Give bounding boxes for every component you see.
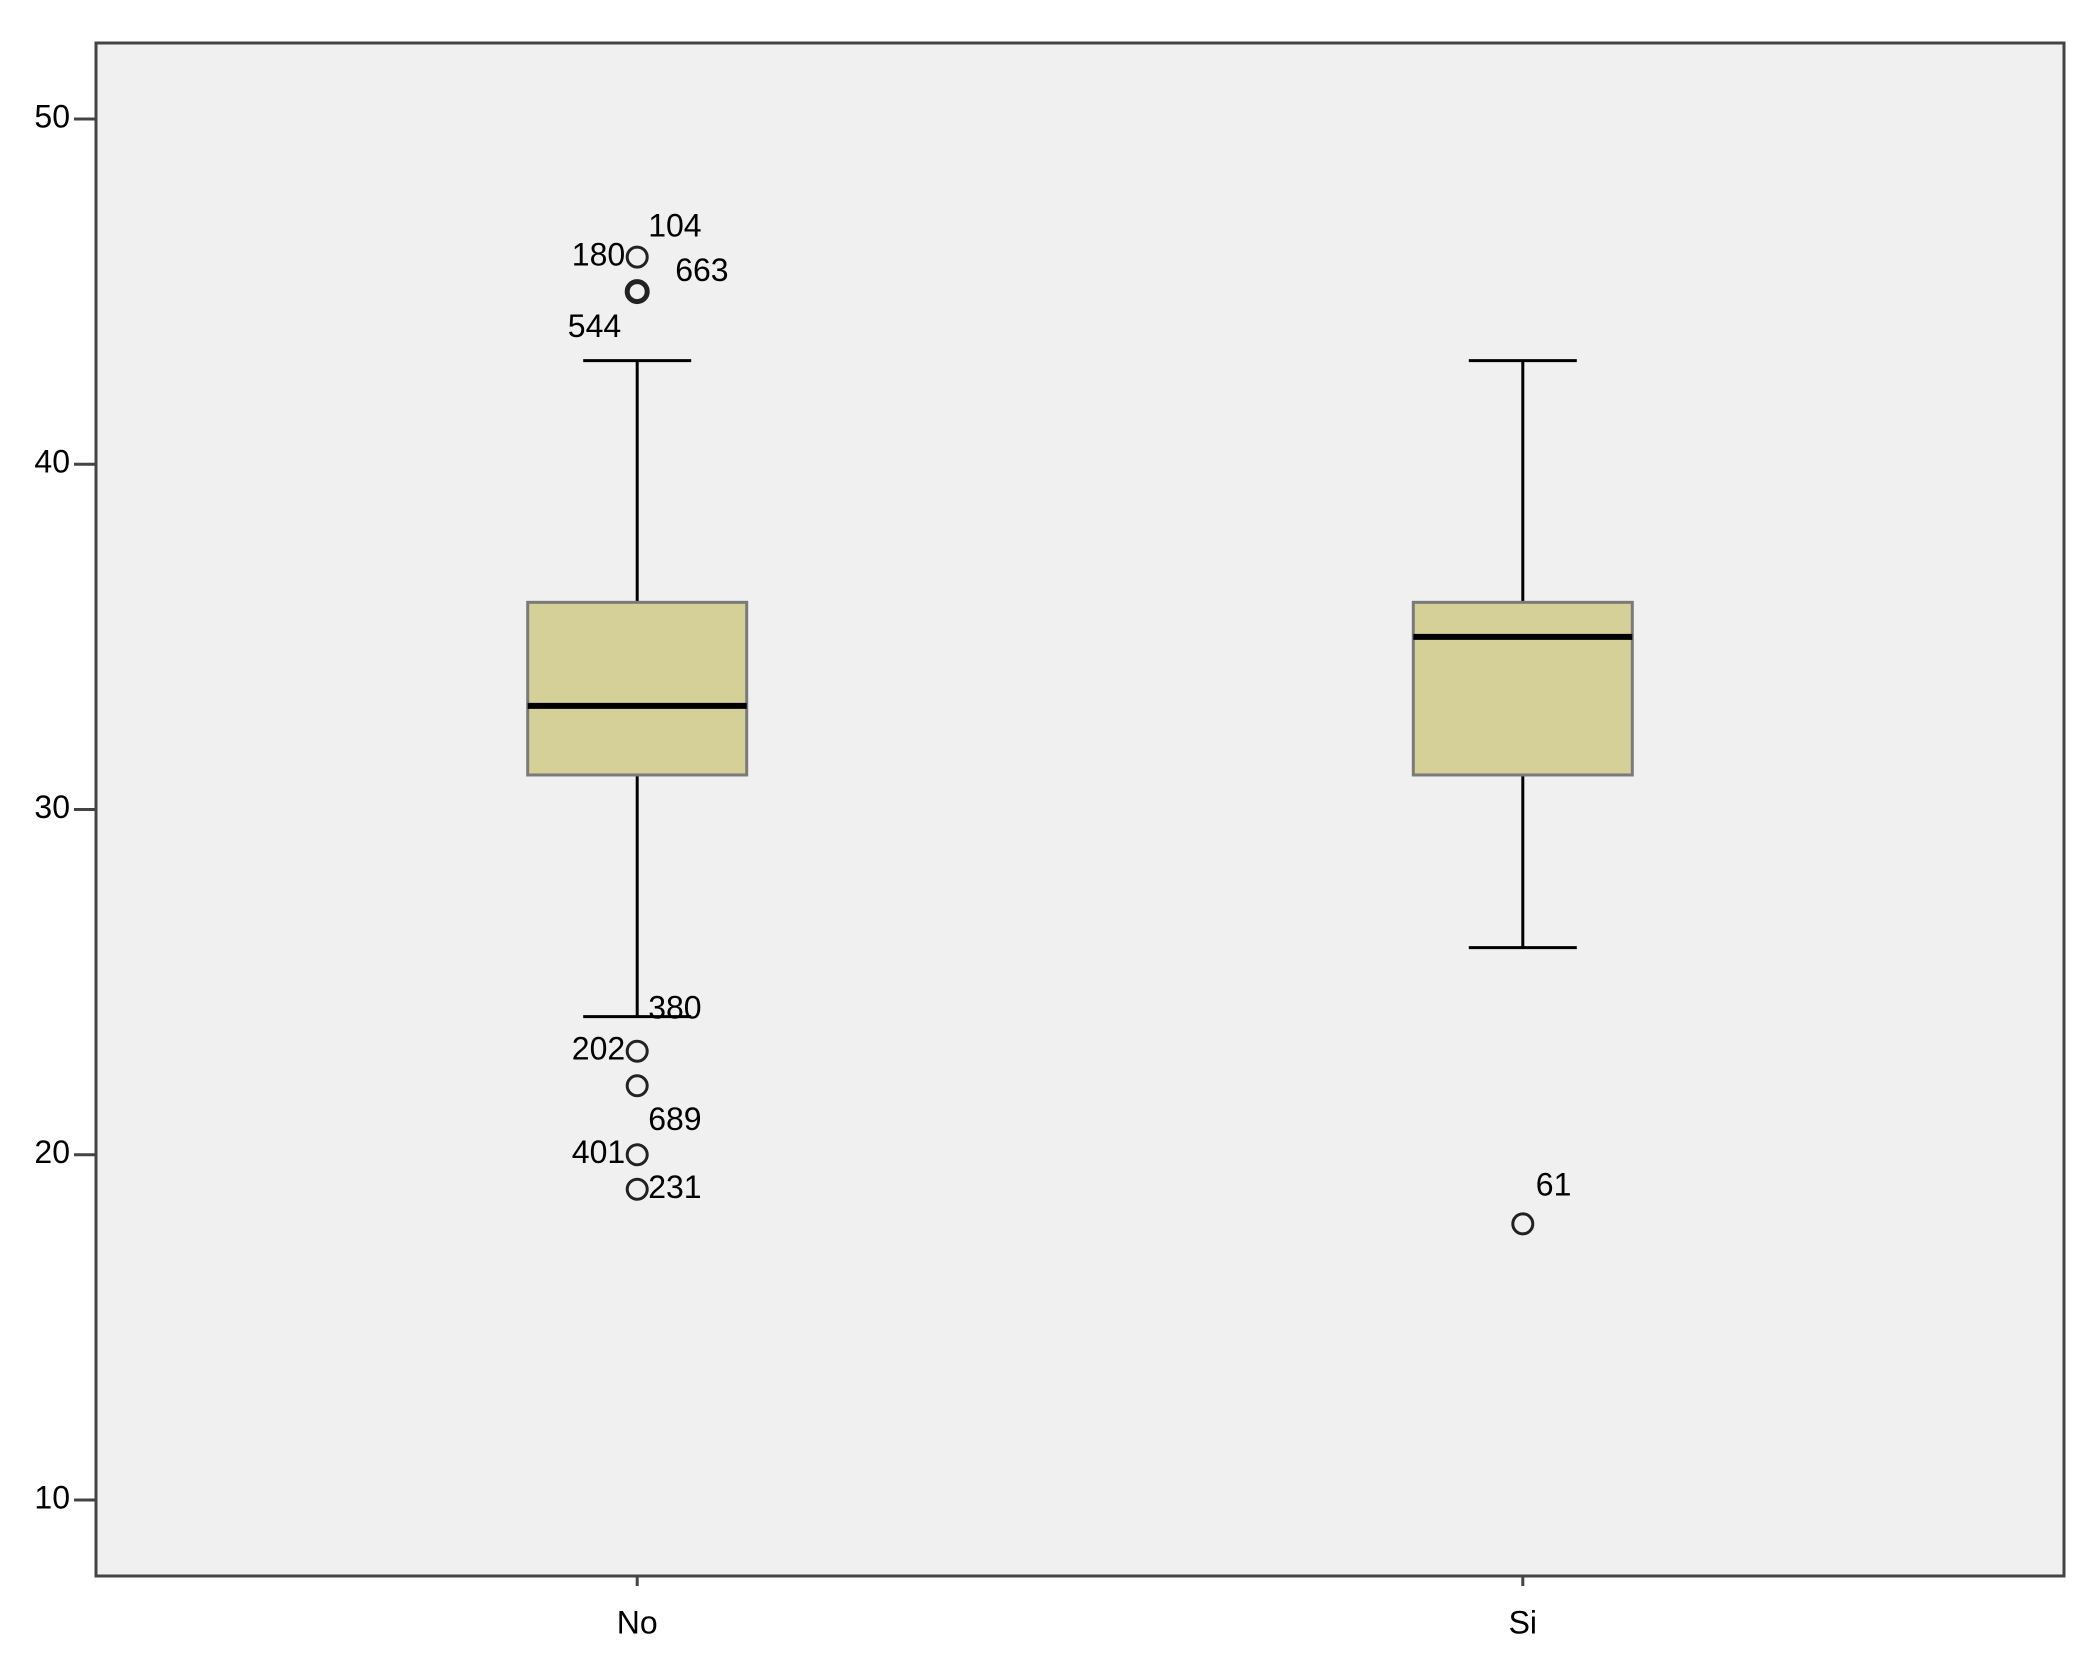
outlier-label: 61 bbox=[1536, 1166, 1572, 1202]
outlier bbox=[625, 1143, 649, 1167]
outlier bbox=[625, 1074, 649, 1098]
box bbox=[526, 600, 749, 777]
plot-area bbox=[94, 41, 2066, 1578]
outlier-label: 401 bbox=[572, 1134, 625, 1170]
outlier-label: 689 bbox=[648, 1101, 701, 1137]
y-tick-label: 40 bbox=[34, 444, 70, 480]
outlier-label: 231 bbox=[648, 1169, 701, 1205]
outlier bbox=[625, 1039, 649, 1063]
y-tick-label: 20 bbox=[34, 1134, 70, 1170]
x-tick-label: Si bbox=[1509, 1604, 1537, 1640]
y-tick-label: 30 bbox=[34, 789, 70, 825]
outlier-label: 544 bbox=[568, 308, 621, 344]
x-tick-label: No bbox=[617, 1604, 658, 1640]
outlier-label: 180 bbox=[572, 237, 625, 273]
outlier-label: 104 bbox=[648, 208, 701, 244]
outlier bbox=[625, 1177, 649, 1201]
outlier bbox=[625, 245, 649, 269]
y-tick-label: 50 bbox=[34, 98, 70, 134]
outlier-label: 380 bbox=[648, 990, 701, 1026]
box bbox=[1411, 600, 1634, 777]
outlier-label: 202 bbox=[572, 1031, 625, 1067]
y-tick-label: 10 bbox=[34, 1479, 70, 1515]
outlier bbox=[624, 279, 650, 305]
outlier-label: 663 bbox=[675, 252, 728, 288]
outlier bbox=[1511, 1212, 1535, 1236]
